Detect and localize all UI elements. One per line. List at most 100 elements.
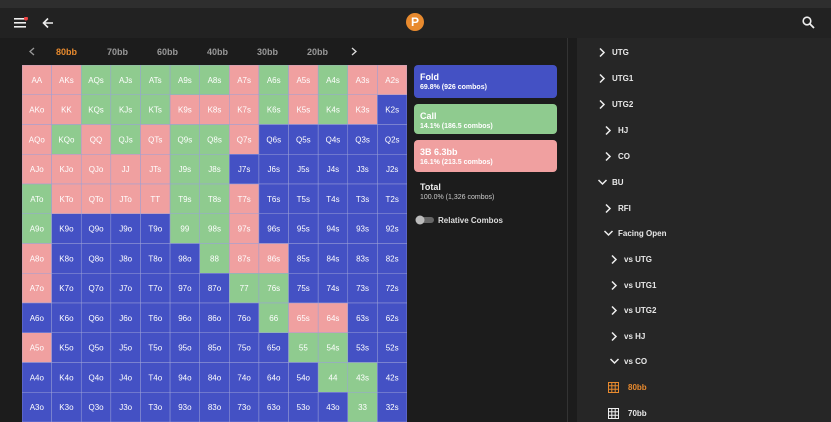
hand-cell[interactable] <box>288 302 319 333</box>
sidebar-item[interactable]: vs HJ <box>624 332 646 341</box>
tab[interactable]: 40bb <box>207 47 229 57</box>
hand-cell[interactable] <box>347 124 378 155</box>
search-icon[interactable] <box>802 16 815 29</box>
hand-cell[interactable] <box>347 154 378 185</box>
hand-cell[interactable] <box>110 273 141 304</box>
hand-cell[interactable] <box>22 362 52 393</box>
hand-cell[interactable] <box>51 273 82 304</box>
hand-cell[interactable] <box>229 273 260 304</box>
hand-cell[interactable] <box>288 124 319 155</box>
hand-cell[interactable] <box>377 124 407 155</box>
hand-cell[interactable] <box>347 392 378 422</box>
hand-cell[interactable] <box>80 362 112 393</box>
hand-cell[interactable] <box>288 65 319 95</box>
hand-cell[interactable] <box>317 183 349 214</box>
hand-cell[interactable] <box>169 392 200 422</box>
hand-cell[interactable] <box>258 302 289 333</box>
sidebar-item[interactable]: RFI <box>618 204 631 213</box>
hand-cell[interactable] <box>317 332 349 363</box>
hand-cell[interactable] <box>169 183 200 214</box>
hand-cell[interactable] <box>140 154 171 185</box>
hand-cell[interactable] <box>199 124 230 155</box>
hand-cell[interactable] <box>80 392 112 422</box>
sidebar-item[interactable]: vs UTG1 <box>624 281 657 290</box>
hand-cell[interactable] <box>199 362 230 393</box>
hand-cell[interactable] <box>377 332 407 363</box>
hand-cell[interactable] <box>347 332 378 363</box>
sidebar-item[interactable]: UTG <box>612 48 629 57</box>
toggle-switch[interactable] <box>415 215 435 225</box>
hand-cell[interactable] <box>258 124 289 155</box>
hand-cell[interactable] <box>229 124 260 155</box>
hand-cell[interactable] <box>169 94 200 125</box>
hand-cell[interactable] <box>377 243 407 274</box>
hand-cell[interactable] <box>258 94 289 125</box>
hand-cell[interactable] <box>110 392 141 422</box>
hand-cell[interactable] <box>317 154 349 185</box>
hand-cell[interactable] <box>169 273 200 304</box>
hand-cell[interactable] <box>22 302 52 333</box>
hand-cell[interactable] <box>347 302 378 333</box>
hand-cell[interactable] <box>169 65 200 95</box>
hand-cell[interactable] <box>258 362 289 393</box>
hand-cell[interactable] <box>22 183 52 214</box>
hand-cell[interactable] <box>258 392 289 422</box>
hand-cell[interactable] <box>199 243 230 274</box>
hand-cell[interactable] <box>51 94 82 125</box>
hand-cell[interactable] <box>347 243 378 274</box>
hand-cell[interactable] <box>51 362 82 393</box>
sidebar-item[interactable]: UTG2 <box>612 100 634 109</box>
hand-cell[interactable] <box>51 65 82 95</box>
tab[interactable]: 80bb <box>56 47 78 57</box>
hand-cell[interactable] <box>110 183 141 214</box>
hand-cell[interactable] <box>140 273 171 304</box>
hand-cell[interactable] <box>229 392 260 422</box>
tab[interactable]: 20bb <box>307 47 329 57</box>
sidebar-item[interactable]: HJ <box>618 126 629 135</box>
hand-cell[interactable] <box>199 183 230 214</box>
sidebar-item[interactable]: UTG1 <box>612 74 634 83</box>
hand-cell[interactable] <box>229 243 260 274</box>
menu-icon[interactable] <box>14 17 28 29</box>
hand-cell[interactable] <box>317 362 349 393</box>
hand-cell[interactable] <box>377 154 407 185</box>
hand-cell[interactable] <box>229 154 260 185</box>
hand-cell[interactable] <box>199 273 230 304</box>
hand-cell[interactable] <box>22 154 52 185</box>
sidebar-item[interactable]: CO <box>618 152 630 161</box>
hand-cell[interactable] <box>347 273 378 304</box>
sidebar-item[interactable]: vs UTG <box>624 255 653 264</box>
hand-cell[interactable] <box>80 273 112 304</box>
hand-cell[interactable] <box>51 213 82 244</box>
hand-cell[interactable] <box>258 273 289 304</box>
hand-cell[interactable] <box>258 183 289 214</box>
hand-cell[interactable] <box>317 302 349 333</box>
hand-cell[interactable] <box>110 213 141 244</box>
hand-cell[interactable] <box>22 392 52 422</box>
hand-cell[interactable] <box>288 362 319 393</box>
hand-cell[interactable] <box>229 362 260 393</box>
sidebar-item[interactable]: 70bb <box>628 409 647 418</box>
back-icon[interactable] <box>42 17 54 29</box>
hand-cell[interactable] <box>288 213 319 244</box>
tab[interactable]: 30bb <box>257 47 279 57</box>
hand-cell[interactable] <box>258 243 289 274</box>
hand-cell[interactable] <box>288 273 319 304</box>
hand-cell[interactable] <box>229 332 260 363</box>
hand-cell[interactable] <box>317 213 349 244</box>
hand-cell[interactable] <box>140 124 171 155</box>
hand-cell[interactable] <box>377 213 407 244</box>
hand-cell[interactable] <box>140 362 171 393</box>
hand-cell[interactable] <box>199 392 230 422</box>
tab-prev[interactable] <box>28 47 36 56</box>
hand-cell[interactable] <box>229 213 260 244</box>
tab-next[interactable] <box>350 47 358 56</box>
hand-cell[interactable] <box>169 302 200 333</box>
hand-cell[interactable] <box>377 302 407 333</box>
hand-cell[interactable] <box>51 243 82 274</box>
hand-cell[interactable] <box>258 213 289 244</box>
tab[interactable]: 60bb <box>157 47 179 57</box>
tab[interactable]: 70bb <box>107 47 129 57</box>
hand-cell[interactable] <box>347 362 378 393</box>
hand-cell[interactable] <box>169 124 200 155</box>
